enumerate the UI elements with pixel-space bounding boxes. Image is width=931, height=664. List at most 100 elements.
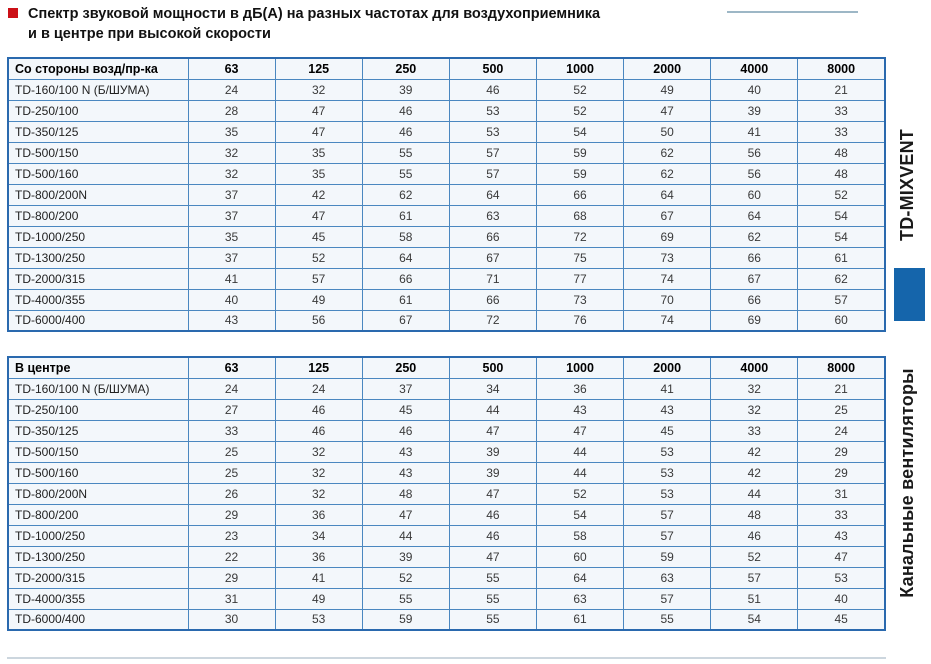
value-cell: 46 bbox=[448, 524, 538, 547]
value-cell: 62 bbox=[797, 267, 886, 290]
value-cell: 36 bbox=[274, 503, 363, 526]
model-name-cell: TD-250/100 bbox=[7, 99, 189, 122]
value-cell: 41 bbox=[710, 120, 799, 143]
model-name-cell: TD-800/200N bbox=[7, 482, 189, 505]
value-cell: 58 bbox=[361, 225, 450, 248]
value-cell: 66 bbox=[448, 225, 538, 248]
table-row: TD-350/125 33 46 46 47 47 45 33 24 bbox=[7, 419, 886, 442]
model-name-cell: TD-1000/250 bbox=[7, 225, 189, 248]
value-cell: 61 bbox=[535, 608, 625, 631]
model-name-cell: TD-2000/315 bbox=[7, 267, 189, 290]
table-corner-label: Со стороны возд/пр-ка bbox=[7, 57, 189, 80]
value-cell: 62 bbox=[710, 225, 799, 248]
value-cell: 47 bbox=[448, 545, 538, 568]
value-cell: 37 bbox=[187, 204, 276, 227]
value-cell: 57 bbox=[448, 141, 538, 164]
value-cell: 59 bbox=[535, 141, 625, 164]
value-cell: 72 bbox=[448, 309, 538, 332]
value-cell: 32 bbox=[274, 440, 363, 463]
model-name-cell: TD-500/150 bbox=[7, 141, 189, 164]
value-cell: 32 bbox=[187, 162, 276, 185]
value-cell: 57 bbox=[623, 524, 712, 547]
value-cell: 46 bbox=[361, 99, 450, 122]
frequency-header-cell: 250 bbox=[361, 57, 450, 80]
value-cell: 45 bbox=[274, 225, 363, 248]
model-name-cell: TD-2000/315 bbox=[7, 566, 189, 589]
value-cell: 64 bbox=[448, 183, 538, 206]
value-cell: 59 bbox=[535, 162, 625, 185]
value-cell: 59 bbox=[361, 608, 450, 631]
inlet-side-spectrum-table: Со стороны возд/пр-ка 63 125 250 500 1000 2000… bbox=[7, 57, 886, 332]
value-cell: 47 bbox=[361, 503, 450, 526]
value-cell: 53 bbox=[797, 566, 886, 589]
value-cell: 22 bbox=[187, 545, 276, 568]
frequency-header-cell: 2000 bbox=[623, 356, 712, 379]
value-cell: 25 bbox=[187, 440, 276, 463]
value-cell: 25 bbox=[187, 461, 276, 484]
value-cell: 47 bbox=[448, 482, 538, 505]
value-cell: 47 bbox=[274, 120, 363, 143]
value-cell: 34 bbox=[448, 377, 538, 400]
table-row: TD-250/100 27 46 45 44 43 43 32 25 bbox=[7, 398, 886, 421]
value-cell: 64 bbox=[361, 246, 450, 269]
value-cell: 33 bbox=[797, 120, 886, 143]
value-cell: 66 bbox=[710, 246, 799, 269]
value-cell: 47 bbox=[797, 545, 886, 568]
value-cell: 75 bbox=[535, 246, 625, 269]
value-cell: 45 bbox=[623, 419, 712, 442]
frequency-header-cell: 1000 bbox=[535, 57, 625, 80]
value-cell: 48 bbox=[797, 162, 886, 185]
frequency-header-cell: 4000 bbox=[710, 57, 799, 80]
value-cell: 44 bbox=[448, 398, 538, 421]
value-cell: 40 bbox=[187, 288, 276, 311]
value-cell: 47 bbox=[274, 204, 363, 227]
value-cell: 47 bbox=[274, 99, 363, 122]
value-cell: 61 bbox=[361, 288, 450, 311]
value-cell: 54 bbox=[710, 608, 799, 631]
value-cell: 46 bbox=[274, 419, 363, 442]
value-cell: 69 bbox=[623, 225, 712, 248]
value-cell: 37 bbox=[187, 246, 276, 269]
value-cell: 25 bbox=[797, 398, 886, 421]
center-spectrum-table: В центре 63 125 250 500 1000 2000 4000 8000 TD-16… bbox=[7, 356, 886, 631]
value-cell: 60 bbox=[535, 545, 625, 568]
value-cell: 24 bbox=[187, 377, 276, 400]
model-name-cell: TD-1300/250 bbox=[7, 545, 189, 568]
model-name-cell: TD-500/160 bbox=[7, 461, 189, 484]
value-cell: 76 bbox=[535, 309, 625, 332]
value-cell: 32 bbox=[187, 141, 276, 164]
model-name-cell: TD-160/100 N (Б/ШУМА) bbox=[7, 377, 189, 400]
value-cell: 40 bbox=[797, 587, 886, 610]
value-cell: 41 bbox=[623, 377, 712, 400]
model-name-cell: TD-1000/250 bbox=[7, 524, 189, 547]
table-row: TD-500/150 32 35 55 57 59 62 56 48 bbox=[7, 141, 886, 164]
model-name-cell: TD-500/160 bbox=[7, 162, 189, 185]
model-name-cell: TD-350/125 bbox=[7, 419, 189, 442]
value-cell: 71 bbox=[448, 267, 538, 290]
value-cell: 43 bbox=[361, 440, 450, 463]
frequency-header-cell: 500 bbox=[448, 57, 538, 80]
value-cell: 32 bbox=[274, 78, 363, 101]
value-cell: 40 bbox=[710, 78, 799, 101]
value-cell: 52 bbox=[274, 246, 363, 269]
value-cell: 41 bbox=[187, 267, 276, 290]
value-cell: 55 bbox=[361, 141, 450, 164]
value-cell: 43 bbox=[535, 398, 625, 421]
table-row: TD-800/200 37 47 61 63 68 67 64 54 bbox=[7, 204, 886, 227]
value-cell: 54 bbox=[797, 204, 886, 227]
value-cell: 41 bbox=[274, 566, 363, 589]
value-cell: 52 bbox=[535, 78, 625, 101]
value-cell: 29 bbox=[797, 440, 886, 463]
model-name-cell: TD-800/200 bbox=[7, 204, 189, 227]
value-cell: 52 bbox=[535, 482, 625, 505]
value-cell: 33 bbox=[187, 419, 276, 442]
value-cell: 35 bbox=[187, 225, 276, 248]
value-cell: 39 bbox=[448, 440, 538, 463]
value-cell: 70 bbox=[623, 288, 712, 311]
value-cell: 45 bbox=[361, 398, 450, 421]
value-cell: 53 bbox=[448, 120, 538, 143]
value-cell: 54 bbox=[797, 225, 886, 248]
value-cell: 60 bbox=[710, 183, 799, 206]
frequency-header-cell: 250 bbox=[361, 356, 450, 379]
